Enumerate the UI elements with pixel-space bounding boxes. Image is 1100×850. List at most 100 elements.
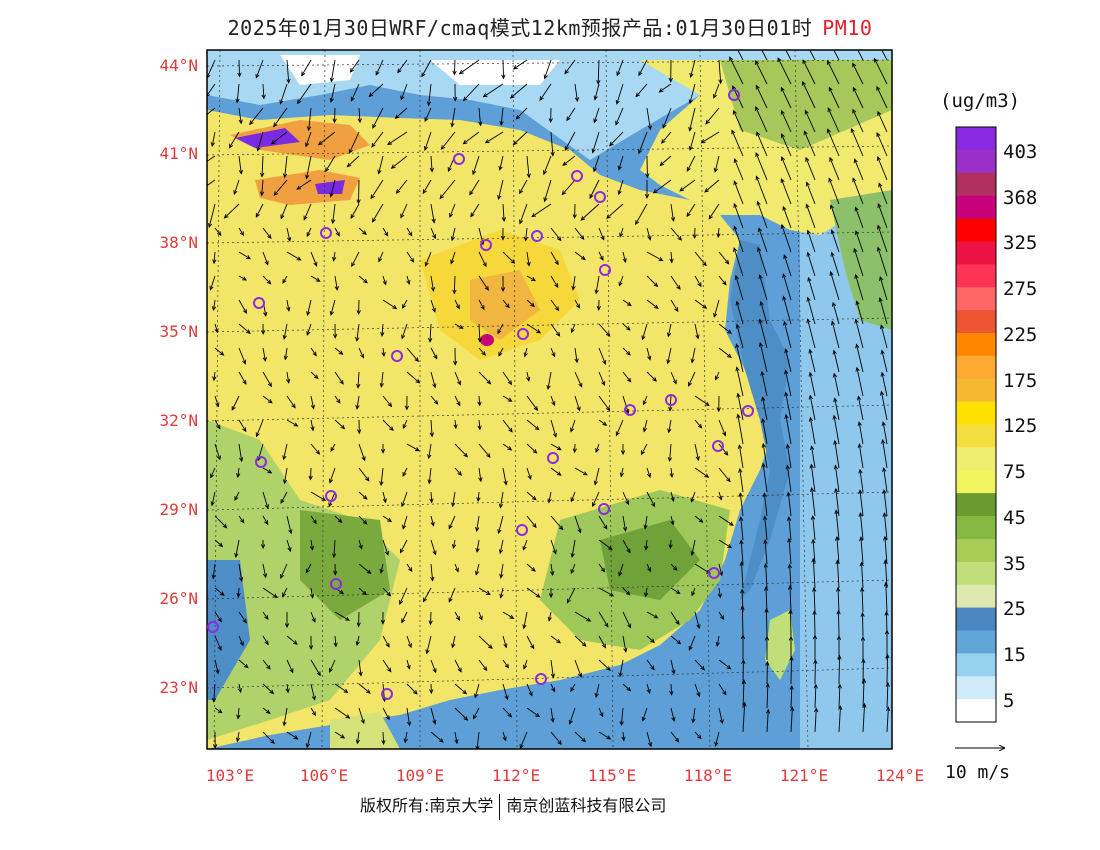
wind-arrowhead bbox=[786, 516, 792, 522]
north-hotspot-1-core bbox=[235, 128, 300, 148]
wind-arrowhead bbox=[387, 517, 393, 523]
wind-arrow bbox=[759, 319, 768, 349]
wind-arrowhead bbox=[782, 205, 787, 211]
colorbar-segment bbox=[956, 447, 996, 471]
wind-arrowhead bbox=[414, 447, 420, 452]
wind-arrowhead bbox=[740, 605, 745, 610]
wind-arrow bbox=[330, 299, 336, 316]
wind-arrowhead bbox=[399, 599, 404, 605]
wind-arrowhead bbox=[522, 624, 527, 630]
wind-arrow bbox=[550, 707, 554, 722]
wind-arrow bbox=[856, 301, 864, 325]
wind-arrow bbox=[286, 659, 294, 673]
wind-arrow bbox=[382, 707, 390, 720]
wind-arrowhead bbox=[626, 548, 631, 554]
wind-arrow bbox=[404, 731, 408, 743]
wind-arrow bbox=[310, 611, 316, 623]
wind-arrowhead bbox=[215, 669, 220, 675]
station-marker bbox=[253, 297, 265, 309]
wind-arrow bbox=[256, 419, 264, 437]
station-marker bbox=[453, 153, 465, 165]
wind-arrowhead bbox=[439, 194, 444, 200]
wind-arrowhead bbox=[855, 300, 860, 306]
wind-arrowhead bbox=[580, 216, 586, 221]
wind-arrow bbox=[502, 611, 514, 619]
wind-arrowhead bbox=[828, 86, 833, 92]
map-frame bbox=[206, 49, 893, 750]
wind-arrowhead bbox=[433, 400, 439, 405]
wind-arrowhead bbox=[246, 255, 251, 260]
wind-arrowhead bbox=[806, 296, 811, 302]
wind-arrow bbox=[262, 371, 272, 387]
wind-arrow bbox=[737, 50, 744, 61]
wind-arrowhead bbox=[454, 739, 459, 745]
wind-arrow bbox=[718, 707, 723, 724]
wind-arrow bbox=[574, 731, 586, 742]
wind-arrowhead bbox=[432, 383, 437, 389]
wind-arrowhead bbox=[619, 472, 624, 478]
wind-arrow bbox=[855, 274, 864, 301]
wind-arrow bbox=[550, 515, 564, 530]
wind-arrowhead bbox=[462, 96, 468, 102]
wind-arrowhead bbox=[384, 231, 389, 237]
wind-arrowhead bbox=[785, 464, 790, 470]
wind-arrow bbox=[859, 469, 864, 493]
wind-arrow bbox=[694, 395, 710, 406]
wind-arrow bbox=[635, 203, 648, 225]
wind-arrow bbox=[755, 106, 768, 133]
wind-arrowhead bbox=[809, 463, 814, 469]
wind-arrowhead bbox=[853, 247, 858, 253]
wind-arrow bbox=[881, 350, 888, 373]
wind-arrow bbox=[310, 419, 314, 431]
wind-arrow bbox=[830, 205, 840, 229]
wind-arrowhead bbox=[432, 719, 437, 725]
wind-arrowhead bbox=[218, 542, 224, 548]
wind-arrow bbox=[351, 251, 360, 267]
wind-arrow bbox=[454, 611, 460, 621]
colorbar-unit: (ug/m3) bbox=[940, 90, 1021, 112]
wind-arrowhead bbox=[658, 88, 664, 93]
wind-arrowhead bbox=[430, 286, 436, 292]
wind-arrowhead bbox=[581, 737, 586, 743]
wind-arrowhead bbox=[328, 478, 334, 484]
wind-arrowhead bbox=[264, 504, 270, 510]
wind-arrowhead bbox=[482, 262, 487, 268]
wind-arrow bbox=[358, 683, 371, 694]
wind-arrow bbox=[809, 349, 816, 373]
wind-arrowhead bbox=[627, 623, 632, 629]
wind-arrowhead bbox=[852, 86, 857, 92]
wind-arrow bbox=[401, 491, 408, 507]
wind-arrowhead bbox=[854, 230, 860, 236]
wind-arrowhead bbox=[267, 469, 273, 474]
wind-arrowhead bbox=[689, 72, 694, 79]
wind-arrowhead bbox=[735, 366, 740, 372]
wind-arrowhead bbox=[625, 590, 631, 596]
wind-arrow bbox=[356, 323, 360, 341]
wind-arrow bbox=[733, 110, 744, 133]
wind-arrow bbox=[262, 587, 278, 598]
wind-arrowhead bbox=[237, 688, 243, 694]
wind-arrowhead bbox=[454, 567, 459, 573]
wind-arrowhead bbox=[718, 79, 723, 85]
wind-arrowhead bbox=[675, 589, 681, 594]
wind-arrow bbox=[526, 515, 537, 528]
wind-arrow bbox=[262, 227, 272, 239]
wind-arrowhead bbox=[255, 212, 260, 218]
wind-arrow bbox=[271, 131, 288, 145]
wind-arrowhead bbox=[787, 537, 792, 543]
wind-arrowhead bbox=[762, 515, 768, 521]
wind-arrowhead bbox=[311, 617, 316, 623]
wind-arrowhead bbox=[574, 358, 579, 364]
wind-arrow bbox=[550, 347, 556, 357]
wind-arrowhead bbox=[616, 71, 621, 77]
wind-arrow bbox=[358, 443, 366, 461]
wind-arrow bbox=[406, 371, 420, 384]
wind-arrowhead bbox=[626, 301, 632, 307]
wind-arrow bbox=[814, 611, 816, 637]
wind-arrowhead bbox=[384, 550, 389, 556]
wind-arrow bbox=[615, 107, 624, 125]
wind-arrowhead bbox=[379, 481, 384, 487]
wind-arrowhead bbox=[662, 123, 667, 129]
wind-arrow bbox=[380, 371, 384, 387]
wind-arrowhead bbox=[371, 217, 377, 223]
